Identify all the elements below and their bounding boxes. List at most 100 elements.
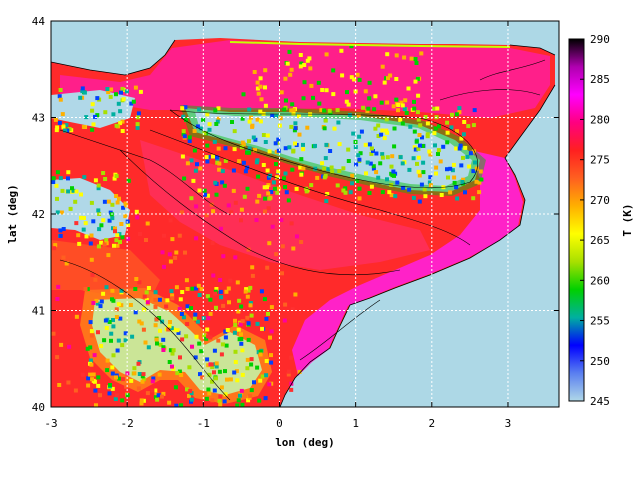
speckle-cell: [474, 179, 479, 184]
speckle-cell: [112, 176, 117, 181]
speckle-cell: [199, 287, 204, 292]
speckle-cell: [466, 124, 471, 129]
speckle-cell: [297, 369, 302, 374]
speckle-cell: [213, 180, 218, 185]
speckle-cell: [386, 76, 390, 81]
speckle-cell: [260, 326, 265, 331]
speckle-cell: [428, 175, 433, 180]
speckle-cell: [385, 155, 390, 160]
speckle-cell: [324, 88, 329, 93]
speckle-cell: [80, 86, 85, 91]
speckle-cell: [107, 391, 112, 396]
y-axis-ticks: 40 41 42 43 44: [32, 15, 559, 414]
speckle-cell: [206, 316, 211, 321]
speckle-cell: [232, 370, 237, 375]
speckle-cell: [134, 209, 139, 214]
speckle-cell: [441, 144, 446, 149]
speckle-cell: [372, 107, 377, 112]
speckle-cell: [64, 261, 69, 266]
speckle-cell: [356, 153, 361, 158]
speckle-cell: [177, 369, 182, 374]
speckle-cell: [197, 107, 202, 112]
speckle-cell: [219, 385, 224, 390]
map-grid: [51, 21, 559, 407]
speckle-cell: [389, 164, 394, 169]
speckle-cell: [434, 165, 439, 170]
speckle-cell: [77, 241, 82, 246]
speckle-cell: [120, 129, 125, 133]
speckle-cell: [157, 316, 162, 320]
speckle-cell: [445, 140, 450, 145]
speckle-cell: [427, 180, 432, 185]
speckle-cell: [273, 141, 278, 146]
speckle-cell: [287, 369, 291, 374]
speckle-cell: [264, 316, 269, 321]
speckle-cell: [205, 112, 210, 117]
speckle-cell: [365, 160, 370, 165]
speckle-cell: [192, 148, 197, 153]
speckle-cell: [266, 183, 271, 188]
speckle-cell: [477, 180, 482, 185]
speckle-cell: [108, 383, 112, 387]
speckle-cell: [249, 388, 254, 393]
speckle-cell: [94, 403, 98, 407]
speckle-cell: [240, 372, 245, 377]
speckle-cell: [247, 119, 252, 124]
speckle-cell: [129, 101, 134, 106]
speckle-cell: [137, 319, 142, 324]
speckle-cell: [89, 200, 94, 205]
speckle-cell: [59, 342, 64, 347]
speckle-cell: [175, 328, 180, 333]
speckle-cell: [202, 333, 207, 338]
speckle-cell: [92, 353, 97, 358]
speckle-cell: [114, 393, 119, 398]
speckle-cell: [194, 286, 198, 291]
speckle-cell: [161, 345, 166, 350]
speckle-cell: [385, 52, 390, 57]
speckle-cell: [264, 359, 269, 363]
speckle-cell: [479, 177, 484, 182]
speckle-cell: [89, 362, 94, 367]
speckle-cell: [324, 142, 329, 147]
speckle-cell: [367, 191, 372, 195]
speckle-cell: [86, 376, 91, 381]
speckle-cell: [419, 51, 424, 56]
speckle-cell: [407, 167, 412, 172]
x-tick-label: -3: [44, 417, 57, 430]
speckle-cell: [156, 393, 161, 398]
speckle-cell: [280, 271, 284, 276]
speckle-cell: [247, 150, 252, 155]
speckle-cell: [232, 330, 237, 335]
speckle-cell: [239, 207, 244, 212]
speckle-cell: [162, 264, 166, 269]
speckle-cell: [448, 190, 453, 195]
speckle-cell: [224, 343, 229, 348]
speckle-cell: [105, 368, 110, 373]
speckle-cell: [277, 186, 281, 191]
speckle-cell: [417, 199, 422, 204]
speckle-cell: [155, 341, 159, 346]
speckle-cell: [266, 175, 271, 180]
speckle-cell: [119, 288, 124, 293]
x-tick-label: -2: [121, 417, 134, 430]
speckle-cell: [419, 182, 424, 187]
speckle-cell: [445, 167, 449, 172]
speckle-cell: [198, 372, 202, 377]
speckle-cell: [216, 146, 221, 151]
speckle-cell: [373, 94, 378, 99]
speckle-cell: [212, 348, 217, 353]
speckle-cell: [225, 328, 230, 332]
speckle-cell: [258, 109, 263, 114]
speckle-cell: [96, 375, 101, 380]
speckle-cell: [445, 130, 450, 135]
speckle-cell: [394, 77, 399, 81]
speckle-cell: [363, 142, 368, 147]
speckle-cell: [418, 123, 423, 128]
speckle-cell: [204, 155, 209, 160]
speckle-cell: [66, 189, 71, 194]
speckle-cell: [99, 223, 104, 228]
speckle-cell: [401, 185, 406, 190]
speckle-cell: [328, 110, 333, 115]
speckle-cell: [146, 286, 151, 290]
speckle-cell: [290, 102, 295, 107]
